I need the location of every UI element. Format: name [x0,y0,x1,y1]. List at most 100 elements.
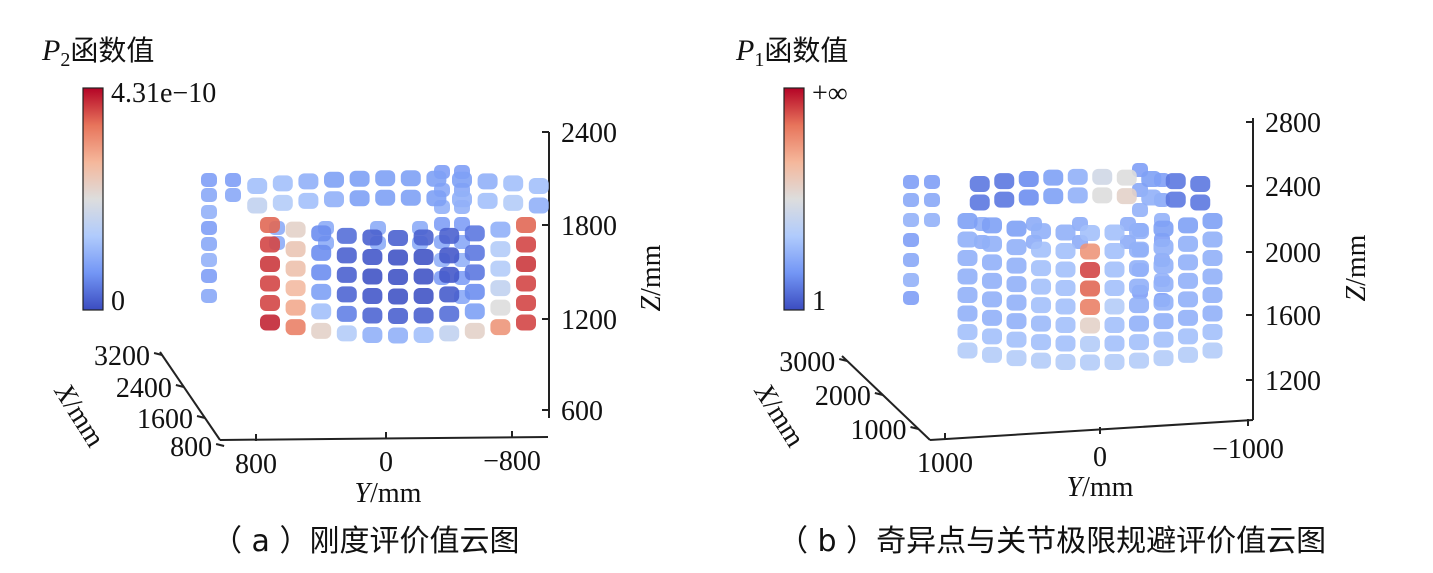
data-point [454,217,470,231]
data-point [388,308,408,324]
z-tick-label: 1800 [561,211,617,242]
data-point [1031,334,1051,351]
colorbar-min-label: 0 [111,286,125,317]
y-axis-label: Y/mm [1067,472,1134,503]
data-point [388,269,408,285]
data-point [272,175,293,192]
y-tick-label: 800 [235,449,277,480]
data-point [1165,173,1186,190]
colorbar-max-label: +∞ [812,78,848,109]
stiffness-scatter-chart: P2函数值 4.31e−10 0 2400 1800 1200 600 Z/mm 800 0 −80… [41,34,667,509]
data-point [1153,331,1174,348]
data-point [464,303,485,320]
data-point [1018,171,1039,188]
data-point [260,295,280,311]
data-point [426,170,447,187]
data-point [528,197,549,214]
data-point [311,244,332,261]
data-point [336,325,357,342]
data-point [957,324,978,340]
data-point [375,170,396,187]
x-tick [153,352,163,356]
colorbar-title-sub: 2 [60,49,70,71]
data-point [1190,194,1211,211]
data-point [1080,354,1100,371]
y-tick-label: 1000 [917,448,973,479]
data-point [1055,243,1076,260]
data-point [324,191,344,208]
data-point [225,188,241,202]
data-point [201,269,217,283]
data-point [413,229,434,246]
data-point [1067,187,1088,204]
data-point [285,221,306,238]
data-point [247,197,268,214]
data-point [260,236,280,253]
data-point [516,217,536,233]
z-tick-label: 1600 [1265,301,1321,332]
data-point [1031,223,1051,240]
data-point [1104,335,1125,352]
x-tick-label: 1000 [850,415,906,446]
data-point [375,189,396,206]
data-point [1055,224,1076,241]
data-point [957,231,978,248]
data-point [490,221,511,238]
data-point [1129,223,1149,240]
data-point [903,213,919,227]
data-point [1116,188,1137,205]
data-point [260,275,280,292]
data-point [1031,241,1051,258]
data-point [1153,350,1174,367]
data-point [362,248,383,265]
data-point [349,190,370,207]
data-points [247,170,549,344]
x-axis-line [841,355,931,441]
x-tick-label: 800 [170,432,212,463]
data-point [1092,187,1113,204]
x-axis-label: X/mm [747,377,810,453]
data-point [285,241,306,258]
data-point [1178,291,1198,308]
data-point [1178,346,1198,363]
data-point [1080,299,1100,315]
data-point [503,194,524,211]
data-point [1165,191,1186,208]
data-point [1178,217,1198,234]
data-point [1202,268,1223,285]
data-point [982,291,1002,308]
y-axis-label: Y/mm [355,478,422,509]
caption-a: （ a ）刚度评价值云图 [212,524,520,559]
data-point [349,170,370,187]
data-point [490,299,511,316]
data-point [957,213,978,229]
data-point [311,322,332,339]
data-point [1006,294,1027,311]
data-point [225,173,241,187]
data-point [924,175,940,189]
y-tick-label: 0 [1093,442,1107,473]
data-point [1141,171,1162,188]
data-point [1055,280,1076,297]
data-points [957,168,1223,371]
z-tick-label: 2800 [1265,108,1321,139]
data-point [336,286,357,303]
data-point [336,247,357,264]
data-point [490,260,511,277]
data-point [1080,225,1100,241]
y-tick-label: −800 [483,446,541,477]
data-point [1031,297,1051,314]
data-point [1153,257,1174,274]
data-point [924,213,940,227]
data-point [490,280,511,297]
data-point [982,328,1002,345]
colorbar-min-label: 1 [812,286,826,317]
data-point [362,229,383,246]
data-point [413,307,434,324]
data-point [311,303,332,320]
data-point [1104,317,1125,334]
data-point [994,173,1015,190]
data-point [516,256,536,272]
data-point [388,327,408,344]
data-point [388,288,408,305]
